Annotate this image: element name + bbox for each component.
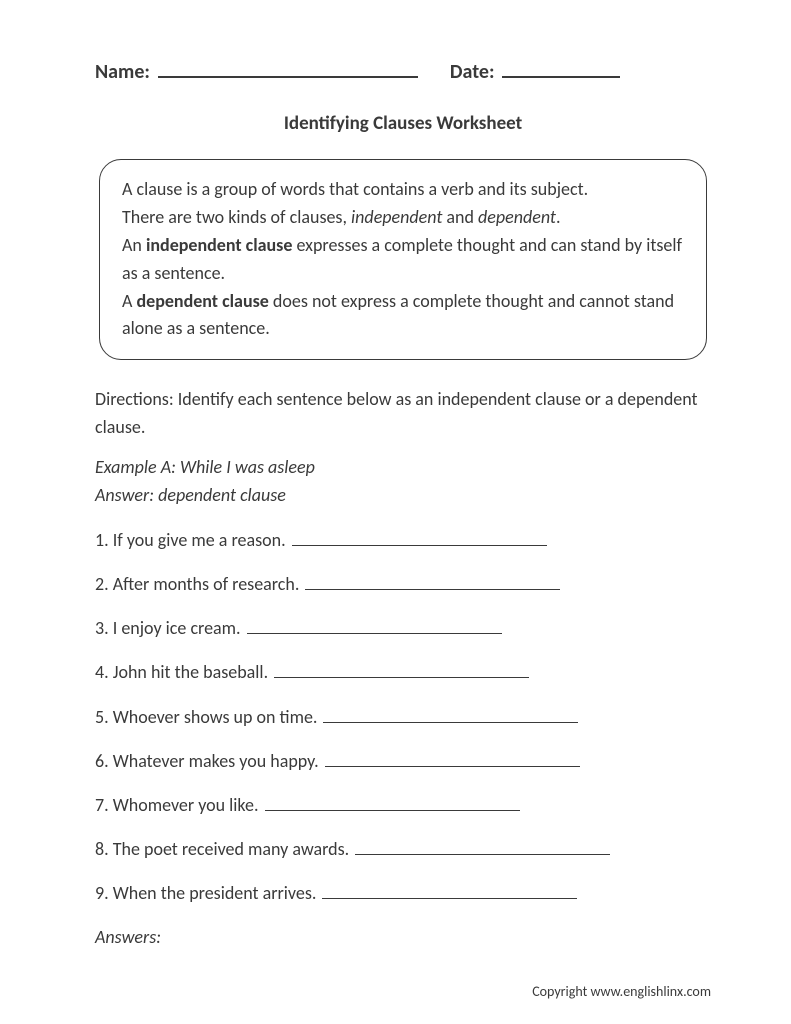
- question-row: 3. I enjoy ice cream.: [95, 616, 711, 641]
- answer-blank-line[interactable]: [325, 753, 580, 767]
- directions-text: Directions: Identify each sentence below…: [95, 386, 711, 442]
- info-text: There are two kinds of clauses,: [122, 206, 351, 228]
- worksheet-page: Name: Date: Identifying Clauses Workshee…: [0, 0, 791, 948]
- answer-blank-line[interactable]: [265, 797, 520, 811]
- question-row: 6. Whatever makes you happy.: [95, 749, 711, 774]
- question-text: 2. After months of research.: [95, 572, 299, 597]
- question-row: 7. Whomever you like.: [95, 793, 711, 818]
- answer-blank-line[interactable]: [322, 885, 577, 899]
- question-row: 1. If you give me a reason.: [95, 528, 711, 553]
- info-text: An: [122, 234, 146, 256]
- answer-blank-line[interactable]: [323, 709, 578, 723]
- question-row: 5. Whoever shows up on time.: [95, 705, 711, 730]
- info-line-1: A clause is a group of words that contai…: [122, 176, 684, 204]
- name-label: Name:: [95, 60, 150, 84]
- info-text: A clause is a group of words that contai…: [122, 178, 588, 200]
- info-text: .: [556, 206, 561, 228]
- question-text: 5. Whoever shows up on time.: [95, 705, 317, 730]
- info-text: A: [122, 290, 136, 312]
- date-blank-line[interactable]: [502, 60, 620, 78]
- answer-blank-line[interactable]: [247, 620, 502, 634]
- question-row: 4. John hit the baseball.: [95, 660, 711, 685]
- question-row: 9. When the president arrives.: [95, 881, 711, 906]
- date-label: Date:: [450, 60, 495, 84]
- info-text-bold: independent clause: [146, 234, 292, 256]
- info-text: and: [442, 206, 478, 228]
- question-text: 1. If you give me a reason.: [95, 528, 286, 553]
- info-text-bold: dependent clause: [136, 290, 268, 312]
- question-text: 8. The poet received many awards.: [95, 837, 349, 862]
- question-text: 6. Whatever makes you happy.: [95, 749, 319, 774]
- copyright-text: Copyright www.englishlinx.com: [532, 983, 711, 1000]
- answers-label: Answers:: [95, 926, 711, 948]
- question-text: 4. John hit the baseball.: [95, 660, 268, 685]
- answer-blank-line[interactable]: [305, 576, 560, 590]
- info-line-2: There are two kinds of clauses, independ…: [122, 204, 684, 232]
- question-row: 8. The poet received many awards.: [95, 837, 711, 862]
- questions-list: 1. If you give me a reason. 2. After mont…: [95, 528, 711, 907]
- question-text: 7. Whomever you like.: [95, 793, 259, 818]
- answer-blank-line[interactable]: [355, 841, 610, 855]
- worksheet-title: Identifying Clauses Worksheet: [95, 112, 711, 135]
- example-prompt: Example A: While I was asleep: [95, 454, 711, 482]
- info-text-italic: dependent: [478, 206, 556, 228]
- question-text: 3. I enjoy ice cream.: [95, 616, 241, 641]
- info-text-italic: independent: [351, 206, 442, 228]
- answer-blank-line[interactable]: [292, 532, 547, 546]
- header-row: Name: Date:: [95, 60, 711, 84]
- example-answer: Answer: dependent clause: [95, 482, 711, 510]
- question-row: 2. After months of research.: [95, 572, 711, 597]
- info-line-4: A dependent clause does not express a co…: [122, 288, 684, 344]
- info-line-3: An independent clause expresses a comple…: [122, 232, 684, 288]
- example-block: Example A: While I was asleep Answer: de…: [95, 454, 711, 510]
- info-box: A clause is a group of words that contai…: [99, 159, 707, 360]
- answer-blank-line[interactable]: [274, 664, 529, 678]
- question-text: 9. When the president arrives.: [95, 881, 316, 906]
- name-blank-line[interactable]: [158, 60, 418, 78]
